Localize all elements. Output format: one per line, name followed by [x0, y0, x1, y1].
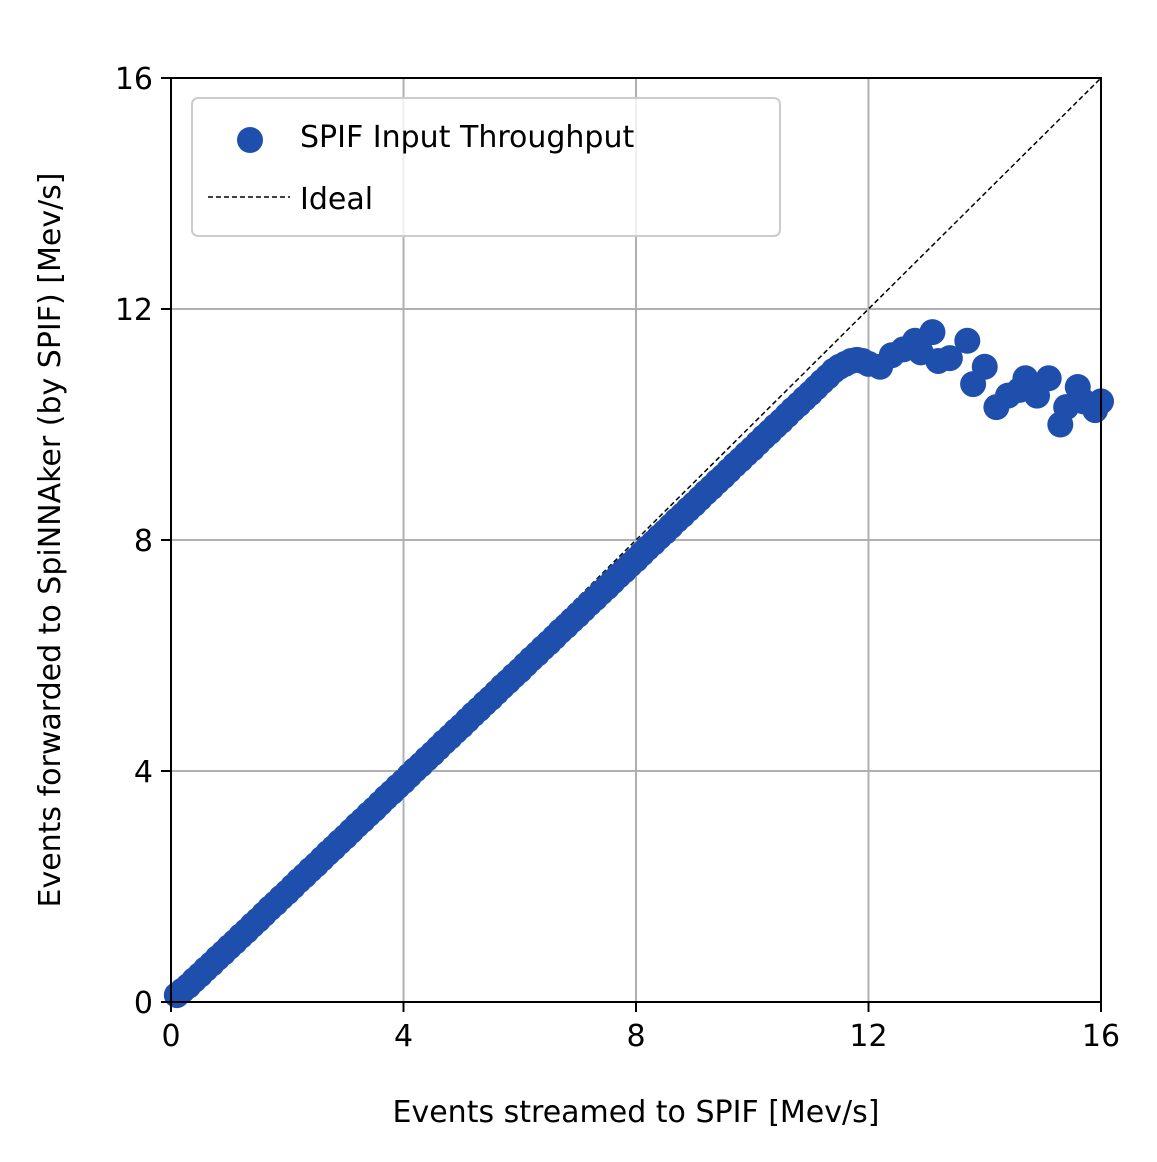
x-tick-label-4: 16 [1082, 1019, 1120, 1054]
data-point [971, 353, 998, 380]
data-point [1035, 365, 1062, 392]
data-point [954, 327, 981, 354]
legend-label-ideal: Ideal [300, 182, 373, 217]
legend-marker-spif [237, 127, 263, 153]
y-axis-label: Events forwarded to SpiNNAker (by SPIF) … [33, 172, 68, 907]
y-tick-label-2: 8 [134, 524, 153, 559]
axis-ticks: 0 4 8 12 16 0 4 8 12 16 [115, 62, 1120, 1054]
x-tick-label-1: 4 [394, 1019, 413, 1054]
data-point [936, 345, 963, 372]
data-point [919, 319, 946, 346]
y-tick-label-4: 16 [115, 62, 153, 97]
legend: SPIF Input Throughput Ideal [191, 97, 781, 237]
x-axis-label: Events streamed to SPIF [Mev/s] [393, 1095, 880, 1130]
data-points [163, 319, 1114, 1009]
legend-label-spif: SPIF Input Throughput [300, 120, 634, 155]
y-tick-label-0: 0 [134, 986, 153, 1021]
x-tick-label-2: 8 [626, 1019, 645, 1054]
legend-box [191, 97, 781, 237]
y-tick-label-1: 4 [134, 755, 153, 790]
y-tick-label-3: 12 [115, 293, 153, 328]
x-tick-label-0: 0 [161, 1019, 180, 1054]
x-tick-label-3: 12 [849, 1019, 887, 1054]
